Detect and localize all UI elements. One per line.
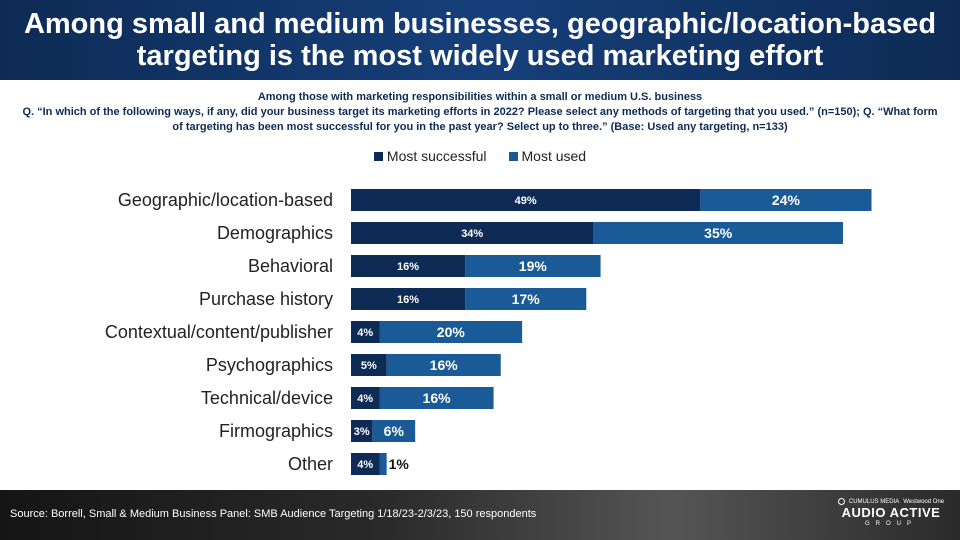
bar-chart: Geographic/location-based 49% 24% Demograph…: [105, 189, 872, 475]
data-label-most-successful-other: 4%: [357, 459, 373, 471]
audio-active-group-logo: CUMULUS MEDIA Westwood One AUDIO ACTIVE …: [836, 498, 946, 527]
data-label-most-successful-demographics: 34%: [461, 228, 483, 240]
bar-most-successful-other: [351, 453, 380, 475]
data-label-most-used-technical-device: 16%: [423, 390, 452, 406]
bar-most-successful-behavioral: [351, 255, 466, 277]
logo-cumulus-text: CUMULUS MEDIA: [848, 498, 900, 505]
bar-most-used-purchase-history: [465, 288, 587, 310]
bar-most-successful-geographic-location-based: [351, 189, 701, 211]
data-label-most-used-contextual-content-publisher: 20%: [437, 324, 466, 340]
bar-most-successful-contextual-content-publisher: [351, 321, 380, 343]
category-label-behavioral: Behavioral: [248, 256, 333, 276]
category-label-demographics: Demographics: [217, 223, 333, 243]
bar-most-successful-demographics: [351, 222, 594, 244]
bar-most-used-firmographics: [372, 420, 416, 442]
data-label-most-successful-psychographics: 5%: [361, 360, 377, 372]
data-label-most-successful-firmographics: 3%: [354, 426, 370, 438]
subtitle-line: Among those with marketing responsibilit…: [257, 91, 703, 103]
data-label-most-used-psychographics: 16%: [430, 357, 459, 373]
source-note: Source: Borrell, Small & Medium Business…: [10, 508, 537, 520]
footer-bar: Source: Borrell, Small & Medium Business…: [0, 490, 960, 540]
bar-most-used-demographics: [593, 222, 843, 244]
bar-most-used-behavioral: [465, 255, 601, 277]
data-label-most-successful-behavioral: 16%: [397, 261, 419, 273]
data-label-most-successful-geographic-location-based: 49%: [515, 195, 537, 207]
bar-most-successful-firmographics: [351, 420, 373, 442]
legend-item-most-successful: Most successful: [373, 148, 487, 164]
bar-most-used-technical-device: [379, 387, 494, 409]
question-text: Q. “In which of the following ways, if a…: [22, 106, 938, 133]
data-label-most-used-other: 1%: [389, 456, 410, 472]
category-label-contextual-content-publisher: Contextual/content/publisher: [105, 322, 333, 342]
legend-label-most-used: Most used: [521, 148, 587, 164]
data-label-most-used-firmographics: 6%: [384, 423, 405, 439]
chart-legend: Most successful Most used: [0, 148, 960, 164]
legend-swatch-most-successful: [373, 151, 383, 161]
data-label-most-used-geographic-location-based: 24%: [772, 192, 801, 208]
bar-most-used-geographic-location-based: [700, 189, 872, 211]
page-title: Among small and medium businesses, geogr…: [23, 8, 937, 72]
legend-label-most-successful: Most successful: [386, 148, 487, 164]
category-label-firmographics: Firmographics: [219, 421, 333, 441]
legend-item-most-used: Most used: [508, 148, 587, 164]
title-banner: Among small and medium businesses, geogr…: [0, 0, 960, 80]
data-label-most-successful-purchase-history: 16%: [397, 294, 419, 306]
data-label-most-successful-technical-device: 4%: [357, 393, 373, 405]
logo-westwood-text: Westwood One: [903, 498, 945, 505]
category-label-geographic-location-based: Geographic/location-based: [118, 190, 333, 210]
category-label-purchase-history: Purchase history: [199, 289, 333, 309]
legend-swatch-most-used: [508, 151, 518, 161]
bar-most-successful-purchase-history: [351, 288, 466, 310]
logo-sub-text: GROUP: [864, 521, 917, 527]
bar-most-used-psychographics: [386, 354, 501, 376]
data-label-most-successful-contextual-content-publisher: 4%: [357, 327, 373, 339]
category-label-technical-device: Technical/device: [201, 388, 333, 408]
bar-most-used-other: [379, 453, 387, 475]
data-label-most-used-behavioral: 19%: [519, 258, 548, 274]
category-label-other: Other: [288, 454, 333, 474]
data-label-most-used-purchase-history: 17%: [512, 291, 541, 307]
data-label-most-used-demographics: 35%: [704, 225, 733, 241]
chart-subtitle: Among those with marketing responsibilit…: [20, 90, 940, 135]
bar-most-successful-psychographics: [351, 354, 387, 376]
logo-main-text: AUDIO ACTIVE: [841, 505, 941, 520]
category-label-psychographics: Psychographics: [206, 355, 333, 375]
bar-most-used-contextual-content-publisher: [379, 321, 523, 343]
cumulus-icon: [837, 498, 845, 505]
bar-most-successful-technical-device: [351, 387, 380, 409]
logo-partner-row: CUMULUS MEDIA Westwood One: [836, 498, 946, 505]
